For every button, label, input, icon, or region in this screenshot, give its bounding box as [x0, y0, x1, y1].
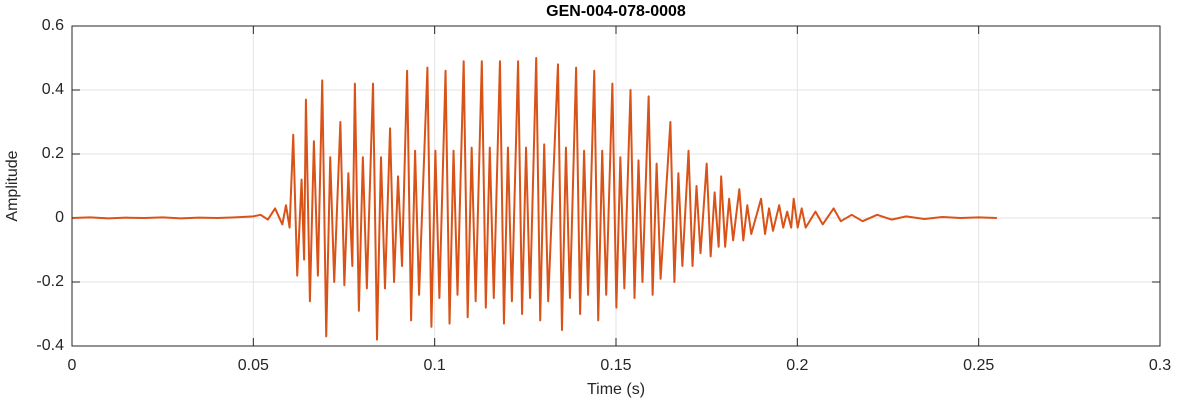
y-tick-label: -0.2 [36, 273, 64, 290]
x-tick-label: 0.3 [1149, 357, 1171, 374]
x-axis-label: Time (s) [587, 381, 645, 398]
x-tick-label: 0 [68, 357, 77, 374]
x-tick-label: 0.2 [786, 357, 808, 374]
axes-box [71, 25, 1161, 347]
y-tick-label: 0.6 [42, 17, 64, 34]
chart-title: GEN-004-078-0008 [546, 3, 686, 20]
y-axis-label: Amplitude [4, 150, 21, 221]
waveform-line [71, 57, 997, 341]
y-tick-label: 0.4 [42, 81, 64, 98]
x-tick-label: 0.25 [963, 357, 994, 374]
x-tick-label: 0.1 [424, 357, 446, 374]
x-tick-label: 0.15 [600, 357, 631, 374]
x-tick-label: 0.05 [238, 357, 269, 374]
y-tick-label: -0.4 [36, 337, 64, 354]
y-tick-label: 0 [55, 209, 64, 226]
y-tick-label: 0.2 [42, 145, 64, 162]
